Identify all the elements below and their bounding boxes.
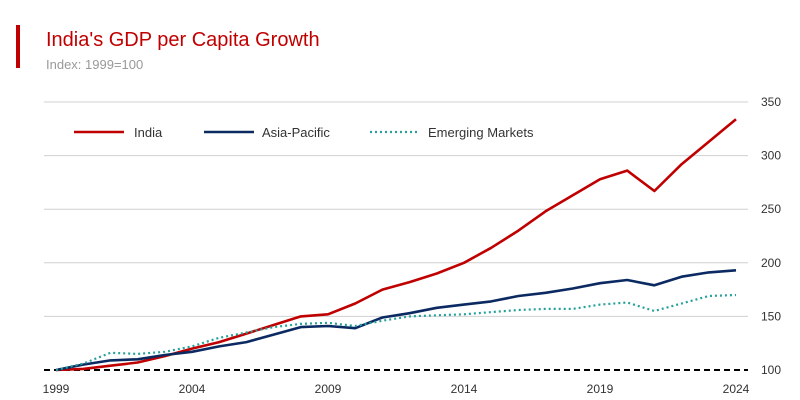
india-line <box>55 118 737 372</box>
y-tick-label: 350 <box>761 95 781 109</box>
x-tick-label: 2019 <box>587 382 614 396</box>
x-tick-label: 1999 <box>43 382 70 396</box>
legend-label-asia-pacific: Asia-Pacific <box>262 125 330 140</box>
x-tick-label: 2014 <box>451 382 478 396</box>
legend-label-emerging-markets: Emerging Markets <box>428 125 534 140</box>
x-tick-label: 2009 <box>315 382 342 396</box>
y-tick-label: 200 <box>761 256 781 270</box>
chart-subtitle: Index: 1999=100 <box>46 57 144 72</box>
y-tick-label: 150 <box>761 309 781 323</box>
x-tick-label: 2024 <box>723 382 750 396</box>
y-tick-label: 300 <box>761 149 781 163</box>
chart-title: India's GDP per Capita Growth <box>46 29 320 51</box>
asia-pacific-line <box>55 269 737 372</box>
title-accent-bar <box>16 25 20 68</box>
emerging-markets-line <box>55 293 737 372</box>
legend-label-india: India <box>134 125 163 140</box>
y-tick-label: 100 <box>761 363 781 377</box>
y-tick-label: 250 <box>761 202 781 216</box>
x-tick-label: 2004 <box>179 382 206 396</box>
